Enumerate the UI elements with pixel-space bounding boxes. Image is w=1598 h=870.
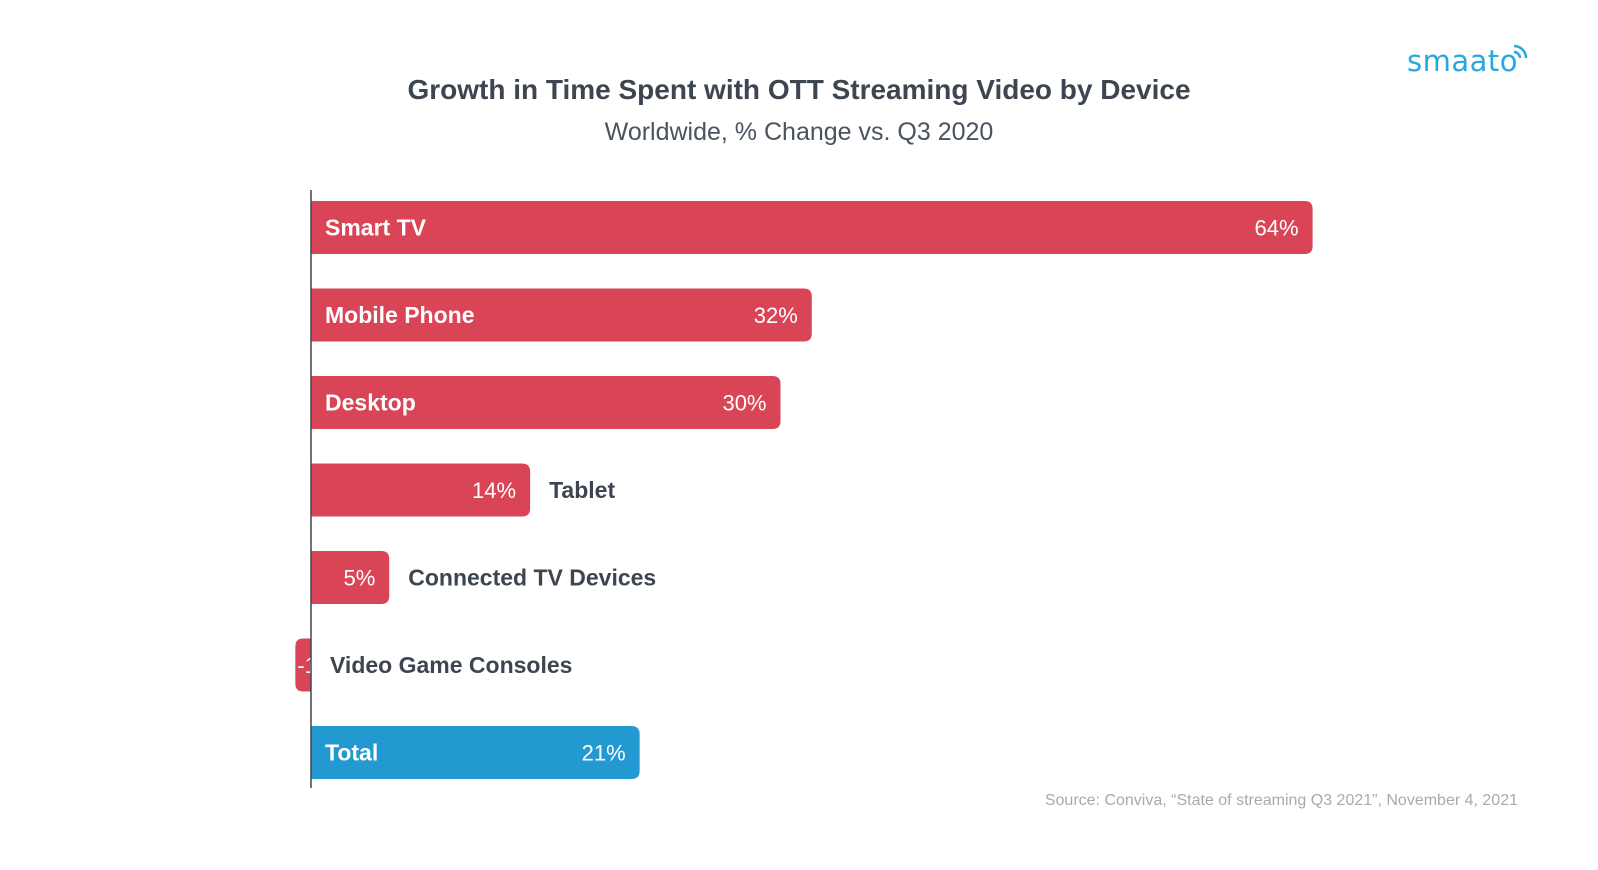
chart-title: Growth in Time Spent with OTT Streaming …	[407, 74, 1191, 105]
bar-tablet	[311, 463, 531, 517]
category-label-tablet: Tablet	[549, 477, 615, 503]
chart-subtitle: Worldwide, % Change vs. Q3 2020	[604, 118, 994, 146]
value-label-mobile-phone: 32%	[754, 303, 798, 328]
smaato-logo: smaato	[1406, 44, 1528, 78]
bar-smart-tv	[311, 201, 1313, 254]
category-label-mobile-phone: Mobile Phone	[325, 302, 475, 328]
value-label-total: 21%	[582, 741, 626, 766]
bar-mobile-phone	[311, 288, 812, 342]
signal-waves-icon	[1513, 44, 1528, 59]
source-note: Source: Conviva, “State of streaming Q3 …	[1044, 792, 1518, 809]
value-label-video-game-consoles: -1%	[297, 653, 336, 678]
category-label-total: Total	[325, 740, 378, 766]
bar-total	[311, 726, 640, 779]
value-label-tablet: 14%	[472, 478, 516, 503]
value-label-smart-tv: 64%	[1255, 216, 1299, 241]
category-label-connected-tv-devices: Connected TV Devices	[408, 565, 656, 591]
logo-text: smaato	[1406, 44, 1518, 78]
category-label-smart-tv: Smart TV	[325, 215, 427, 241]
value-label-desktop: 30%	[722, 391, 766, 416]
bar-video-game-consoles	[295, 638, 311, 692]
bar-connected-tv-devices	[311, 551, 390, 604]
category-label-desktop: Desktop	[325, 390, 416, 416]
value-label-connected-tv-devices: 5%	[343, 566, 375, 591]
category-label-video-game-consoles: Video Game Consoles	[330, 652, 572, 678]
bar-desktop	[311, 376, 781, 429]
